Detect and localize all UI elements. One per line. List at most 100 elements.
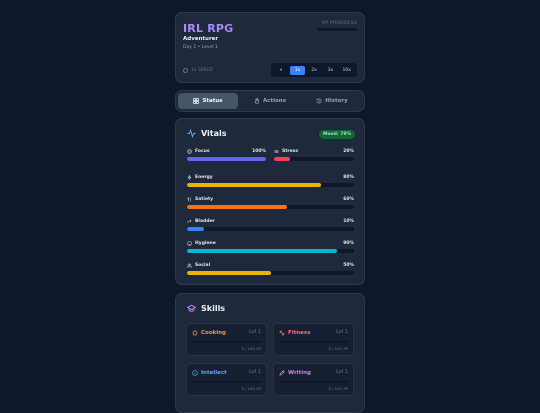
smile-icon [187, 241, 192, 246]
stat-energy-value: 80% [343, 175, 354, 180]
stat-energy: Energy 80% [187, 175, 354, 189]
stat-hygiene-label: Hygiene [195, 241, 216, 246]
stat-bladder: Bladder 10% [187, 219, 354, 233]
skill-intellect-bar [192, 381, 261, 383]
tab-history-label: History [325, 98, 348, 104]
stress-icon [274, 150, 279, 153]
skill-cooking-label: Cooking [201, 330, 226, 336]
stat-energy-bar [187, 183, 354, 187]
skill-writing-level: Lvl 1 [336, 369, 348, 375]
skill-writing-xp: 0 / 100 XP [328, 386, 348, 391]
stat-focus-value: 100% [252, 149, 266, 154]
skill-fitness[interactable]: Fitness Lvl 1 0 / 100 XP [273, 323, 354, 356]
stat-bladder-value: 10% [343, 219, 354, 224]
pen-icon [279, 370, 285, 376]
focus-icon [187, 149, 192, 154]
users-icon [187, 263, 192, 268]
stat-focus: Focus 100% [187, 149, 266, 163]
stat-hygiene-bar [187, 249, 354, 253]
stat-social-fill [187, 271, 271, 275]
bladder-icon [187, 219, 192, 224]
stat-social: Social 50% [187, 263, 354, 277]
skills-title: Skills [187, 304, 225, 313]
vitals-title-label: Vitals [201, 129, 227, 138]
stat-stress-label: Stress [282, 149, 299, 154]
speed-2x-button[interactable]: 2x [311, 67, 317, 73]
vitals-title: Vitals [187, 129, 227, 138]
hand-icon [254, 98, 260, 104]
skill-writing[interactable]: Writing Lvl 1 0 / 100 XP [273, 363, 354, 396]
skill-intellect-xp: 0 / 100 XP [241, 386, 261, 391]
skill-cooking[interactable]: Cooking Lvl 1 0 / 100 XP [186, 323, 267, 356]
tab-status[interactable]: Status [178, 93, 238, 109]
speed-controls: ⏸ 1x 2x 3x 10x [271, 63, 357, 77]
stat-hygiene-fill [187, 249, 338, 253]
graduation-cap-icon [187, 304, 196, 312]
day-level: Day 1 • Level 1 [183, 45, 218, 50]
stat-social-value: 50% [343, 263, 354, 268]
speed-1x-button[interactable]: 1x [290, 65, 306, 75]
skill-fitness-bar [279, 341, 348, 343]
skill-intellect-level: Lvl 1 [249, 369, 261, 375]
mood-badge: Mood: 79% [318, 130, 355, 139]
skill-fitness-level: Lvl 1 [336, 329, 348, 335]
stat-bladder-label: Bladder [195, 219, 215, 224]
skills-panel: Skills Cooking Lvl 1 0 / 100 XP Fitness … [175, 293, 365, 413]
speed-10x-button[interactable]: 10x [342, 67, 351, 73]
speed-3x-button[interactable]: 3x [327, 67, 334, 73]
dumbbell-icon [279, 330, 285, 336]
stat-social-bar [187, 271, 354, 275]
skill-writing-label: Writing [288, 370, 311, 376]
vitals-panel: Vitals Mood: 79% Focus 100% Stress 20% E… [175, 118, 365, 285]
stat-stress-fill [274, 157, 290, 161]
speed-indicator: 1x SPEED [183, 68, 213, 73]
info-icon [192, 370, 198, 376]
tab-bar: Status Actions History [175, 90, 365, 112]
stat-satiety: Satiety 60% [187, 197, 354, 211]
skill-cooking-xp: 0 / 100 XP [241, 346, 261, 351]
stat-satiety-bar [187, 205, 354, 209]
skill-intellect[interactable]: Intellect Lvl 1 0 / 100 XP [186, 363, 267, 396]
skill-cooking-bar [192, 341, 261, 343]
chef-hat-icon [192, 330, 198, 336]
skill-fitness-xp: 0 / 100 XP [328, 346, 348, 351]
skill-writing-bar [279, 381, 348, 383]
tab-history[interactable]: History [302, 93, 362, 109]
character-header: IRL RPG Adventurer Day 1 • Level 1 XP PR… [175, 12, 365, 83]
stat-satiety-label: Satiety [195, 197, 214, 202]
stat-bladder-fill [187, 227, 204, 231]
history-icon [316, 98, 322, 104]
stat-satiety-fill [187, 205, 288, 209]
stat-hygiene-value: 90% [343, 241, 354, 246]
utensils-icon [187, 197, 191, 202]
skill-cooking-level: Lvl 1 [249, 329, 261, 335]
energy-icon [187, 175, 192, 180]
stat-focus-bar [187, 157, 266, 161]
xp-progress-bar [317, 28, 357, 31]
stat-focus-label: Focus [195, 149, 210, 154]
stat-social-label: Social [195, 263, 211, 268]
clock-icon [183, 68, 188, 73]
xp-progress-label: XP PROGRESS [321, 21, 357, 26]
stat-energy-label: Energy [195, 175, 213, 180]
speed-label: 1x SPEED [191, 68, 213, 73]
grid-icon [193, 98, 200, 104]
skills-title-label: Skills [201, 304, 226, 313]
activity-icon [187, 129, 196, 138]
stat-stress-bar [274, 157, 354, 161]
skill-fitness-label: Fitness [288, 330, 311, 336]
tab-actions-label: Actions [263, 98, 286, 104]
stat-stress: Stress 20% [274, 149, 354, 163]
stat-bladder-bar [187, 227, 354, 231]
skill-intellect-label: Intellect [201, 370, 227, 376]
stat-focus-fill [187, 157, 266, 161]
stat-stress-value: 20% [343, 149, 354, 154]
speed-pause-button[interactable]: ⏸ [280, 68, 283, 73]
stat-satiety-value: 60% [343, 197, 354, 202]
stat-energy-fill [187, 183, 321, 187]
character-class: Adventurer [183, 36, 219, 42]
app-title: IRL RPG [183, 22, 234, 35]
stat-hygiene: Hygiene 90% [187, 241, 354, 255]
tab-actions[interactable]: Actions [240, 93, 300, 109]
tab-status-label: Status [202, 98, 223, 104]
